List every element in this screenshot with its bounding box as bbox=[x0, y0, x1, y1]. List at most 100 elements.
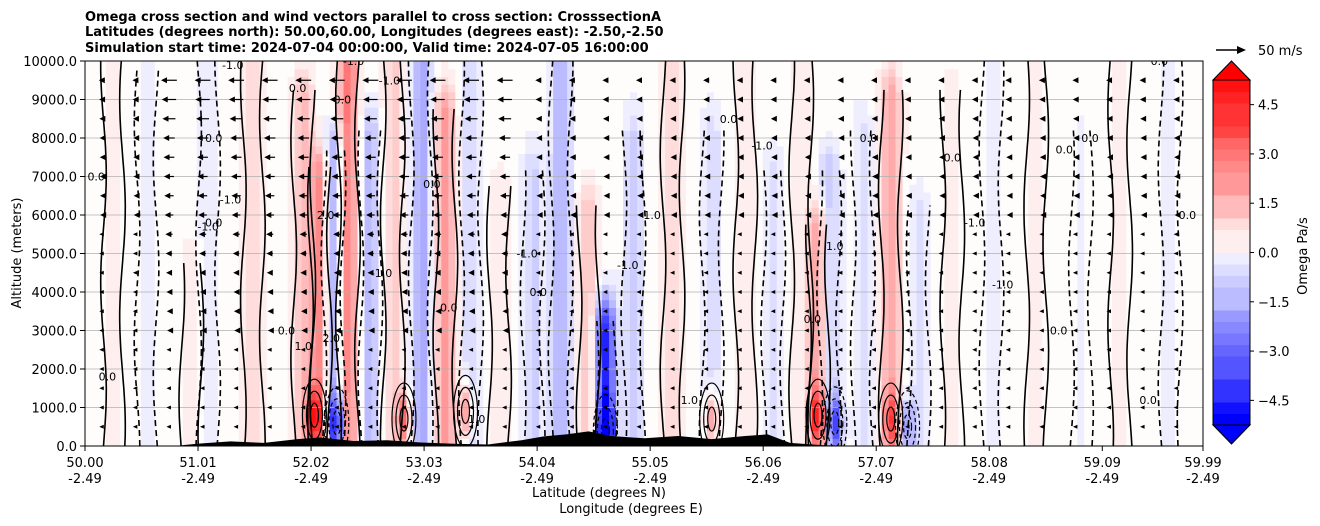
omega-cell bbox=[483, 122, 491, 131]
omega-cell bbox=[231, 145, 240, 154]
omega-cell bbox=[224, 322, 233, 332]
omega-cell bbox=[595, 107, 603, 116]
omega-cell bbox=[539, 145, 547, 154]
omega-cell bbox=[560, 76, 568, 85]
omega-cell bbox=[755, 222, 764, 231]
omega-cell bbox=[364, 361, 373, 370]
omega-cell bbox=[532, 107, 540, 116]
omega-cell bbox=[434, 107, 442, 116]
omega-cell bbox=[266, 438, 275, 446]
omega-cell bbox=[650, 268, 659, 278]
omega-cell bbox=[657, 91, 666, 101]
omega-cell bbox=[413, 376, 421, 385]
omega-cell bbox=[392, 315, 401, 324]
omega-cell bbox=[98, 91, 107, 101]
omega-cell bbox=[469, 68, 477, 77]
omega-cell bbox=[140, 392, 149, 401]
omega-cell bbox=[748, 345, 757, 355]
omega-cell bbox=[238, 138, 247, 147]
omega-cell bbox=[231, 130, 240, 139]
omega-cell bbox=[112, 238, 121, 247]
omega-cell bbox=[448, 268, 456, 278]
omega-cell bbox=[420, 438, 428, 446]
omega-cell bbox=[518, 407, 526, 416]
omega-cell bbox=[413, 284, 421, 293]
omega-cell bbox=[497, 276, 505, 285]
omega-cell bbox=[532, 253, 540, 262]
omega-cell bbox=[664, 145, 673, 154]
omega-cell bbox=[553, 68, 561, 77]
omega-cell bbox=[602, 176, 610, 185]
omega-cell bbox=[539, 384, 547, 393]
omega-cell bbox=[189, 322, 198, 332]
omega-cell bbox=[182, 330, 191, 339]
omega-cell bbox=[287, 399, 296, 409]
omega-cell bbox=[350, 76, 359, 85]
omega-cell bbox=[595, 353, 603, 362]
omega-cell bbox=[678, 91, 687, 101]
omega-cell bbox=[245, 153, 254, 162]
omega-cell bbox=[692, 207, 701, 216]
omega-cell bbox=[91, 407, 100, 416]
omega-cell bbox=[532, 361, 540, 370]
omega-cell bbox=[734, 91, 743, 101]
omega-cell bbox=[140, 415, 149, 424]
omega-cell bbox=[602, 376, 610, 385]
omega-cell bbox=[720, 307, 729, 316]
omega-cell bbox=[259, 68, 268, 77]
omega-cell bbox=[664, 68, 673, 77]
omega-cell bbox=[168, 353, 177, 362]
omega-cell bbox=[168, 292, 177, 301]
omega-cell bbox=[427, 307, 435, 316]
omega-cell bbox=[616, 345, 624, 355]
omega-cell bbox=[406, 268, 415, 278]
omega-cell bbox=[259, 122, 268, 131]
omega-cell bbox=[217, 399, 226, 409]
omega-cell bbox=[762, 215, 771, 224]
omega-cell bbox=[273, 130, 282, 139]
omega-cell bbox=[469, 369, 477, 378]
omega-cell bbox=[336, 315, 345, 324]
omega-cell bbox=[518, 138, 526, 147]
omega-cell bbox=[245, 122, 254, 131]
omega-cell bbox=[301, 176, 310, 185]
omega-cell bbox=[762, 130, 771, 139]
omega-cell bbox=[727, 353, 736, 362]
omega-cell bbox=[762, 284, 771, 293]
omega-cell bbox=[511, 322, 519, 332]
omega-cell bbox=[727, 245, 736, 255]
omega-cell bbox=[469, 261, 477, 270]
omega-cell bbox=[175, 199, 184, 208]
omega-cell bbox=[762, 138, 771, 147]
omega-cell bbox=[210, 230, 219, 239]
omega-cell bbox=[378, 369, 387, 378]
omega-cell bbox=[448, 238, 456, 247]
omega-cell bbox=[210, 114, 219, 124]
omega-cell bbox=[734, 407, 743, 416]
omega-cell bbox=[720, 369, 729, 378]
omega-cell bbox=[476, 330, 484, 339]
omega-cell bbox=[203, 369, 212, 378]
omega-cell bbox=[91, 422, 100, 432]
omega-cell bbox=[85, 415, 93, 424]
omega-cell bbox=[154, 84, 163, 93]
omega-cell bbox=[657, 153, 666, 162]
omega-cell bbox=[343, 315, 352, 324]
omega-cell bbox=[504, 376, 512, 385]
omega-cell bbox=[630, 338, 638, 347]
omega-cell bbox=[343, 376, 352, 385]
omega-cell bbox=[245, 430, 254, 439]
omega-cell bbox=[280, 153, 289, 162]
omega-cell bbox=[98, 215, 107, 224]
omega-cell bbox=[203, 307, 212, 316]
omega-cell bbox=[392, 76, 401, 85]
omega-cell bbox=[175, 292, 184, 301]
omega-cell bbox=[392, 238, 401, 247]
omega-cell bbox=[588, 114, 596, 124]
omega-cell bbox=[217, 153, 226, 162]
omega-cell bbox=[85, 176, 93, 185]
omega-cell bbox=[490, 238, 498, 247]
omega-cell bbox=[644, 207, 652, 216]
omega-cell bbox=[189, 61, 198, 70]
omega-cell bbox=[308, 245, 317, 255]
